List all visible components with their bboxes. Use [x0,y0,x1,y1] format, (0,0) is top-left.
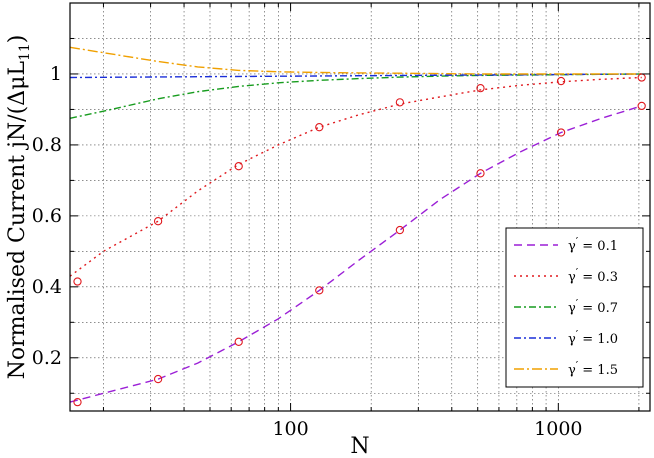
legend-box [505,227,644,388]
legend-value: = 0.3 [582,270,618,285]
legend-label-0: γ′ = 0.1 [568,235,618,254]
y-tick-label: 0.8 [32,134,62,156]
y-tick-label: 1 [50,63,62,85]
y-axis-label-sub: 11 [17,43,33,61]
legend-label-2: γ′ = 0.7 [568,297,618,316]
data-point-marker [153,374,163,384]
ticks [70,3,650,411]
y-tick-label: 0.4 [32,276,62,298]
data-point-marker [556,76,566,86]
legend-prime: ′ [576,297,579,310]
data-point-marker [315,286,324,295]
data-point-marker [556,128,566,137]
data-point-marker [476,83,485,93]
series-line-3 [69,73,642,79]
y-axis-label: Normalised Current jN/(ΔμL11) [5,35,33,380]
y-tick-label: 0.2 [32,347,62,369]
y-axis-label-close: ) [5,35,30,44]
data-point-marker [153,217,163,226]
legend-symbol: γ [568,363,576,378]
marker-layer [73,73,646,407]
data-point-marker [395,225,405,235]
legend-value: = 1.5 [582,363,618,378]
legend-symbol: γ [568,239,576,254]
legend-value: = 0.7 [582,301,618,316]
data-point-marker [395,98,405,107]
legend-label-3: γ′ = 1.0 [568,328,618,347]
x-axis-label: N [350,434,369,458]
legend-value: = 1.0 [582,332,618,347]
x-tick-label: 1000 [534,418,582,440]
series-line-0 [69,105,642,403]
y-tick-label: 0.6 [32,205,62,227]
legend-prime: ′ [576,359,579,372]
legend-prime: ′ [576,266,579,279]
legend: γ′ = 0.1γ′ = 0.3γ′ = 0.7γ′ = 1.0γ′ = 1.5 [505,227,644,388]
legend-symbol: γ [568,301,576,316]
legend-prime: ′ [576,328,579,341]
legend-value: = 0.1 [582,239,618,254]
series-line-2 [69,73,642,119]
data-point-marker [73,397,82,407]
legend-symbol: γ [568,270,576,285]
data-point-marker [476,169,485,178]
tick-labels: 100 1000 0.2 0.4 0.6 0.8 1 [32,63,583,440]
series-layer [69,46,642,403]
y-axis-label-main: Normalised Current jN/(ΔμL [5,61,30,380]
data-point-marker [73,277,82,286]
data-point-marker [637,101,646,111]
data-point-marker [315,123,324,132]
data-point-marker [234,162,243,171]
data-point-marker [234,337,243,346]
legend-symbol: γ [568,332,576,347]
data-point-marker [637,73,646,82]
legend-label-1: γ′ = 0.3 [568,266,618,285]
series-line-4 [69,46,642,75]
series-line-1 [69,76,642,277]
legend-prime: ′ [576,235,579,248]
plot-frame [69,2,651,412]
x-tick-label: 100 [272,418,308,440]
legend-label-4: γ′ = 1.5 [568,359,618,378]
